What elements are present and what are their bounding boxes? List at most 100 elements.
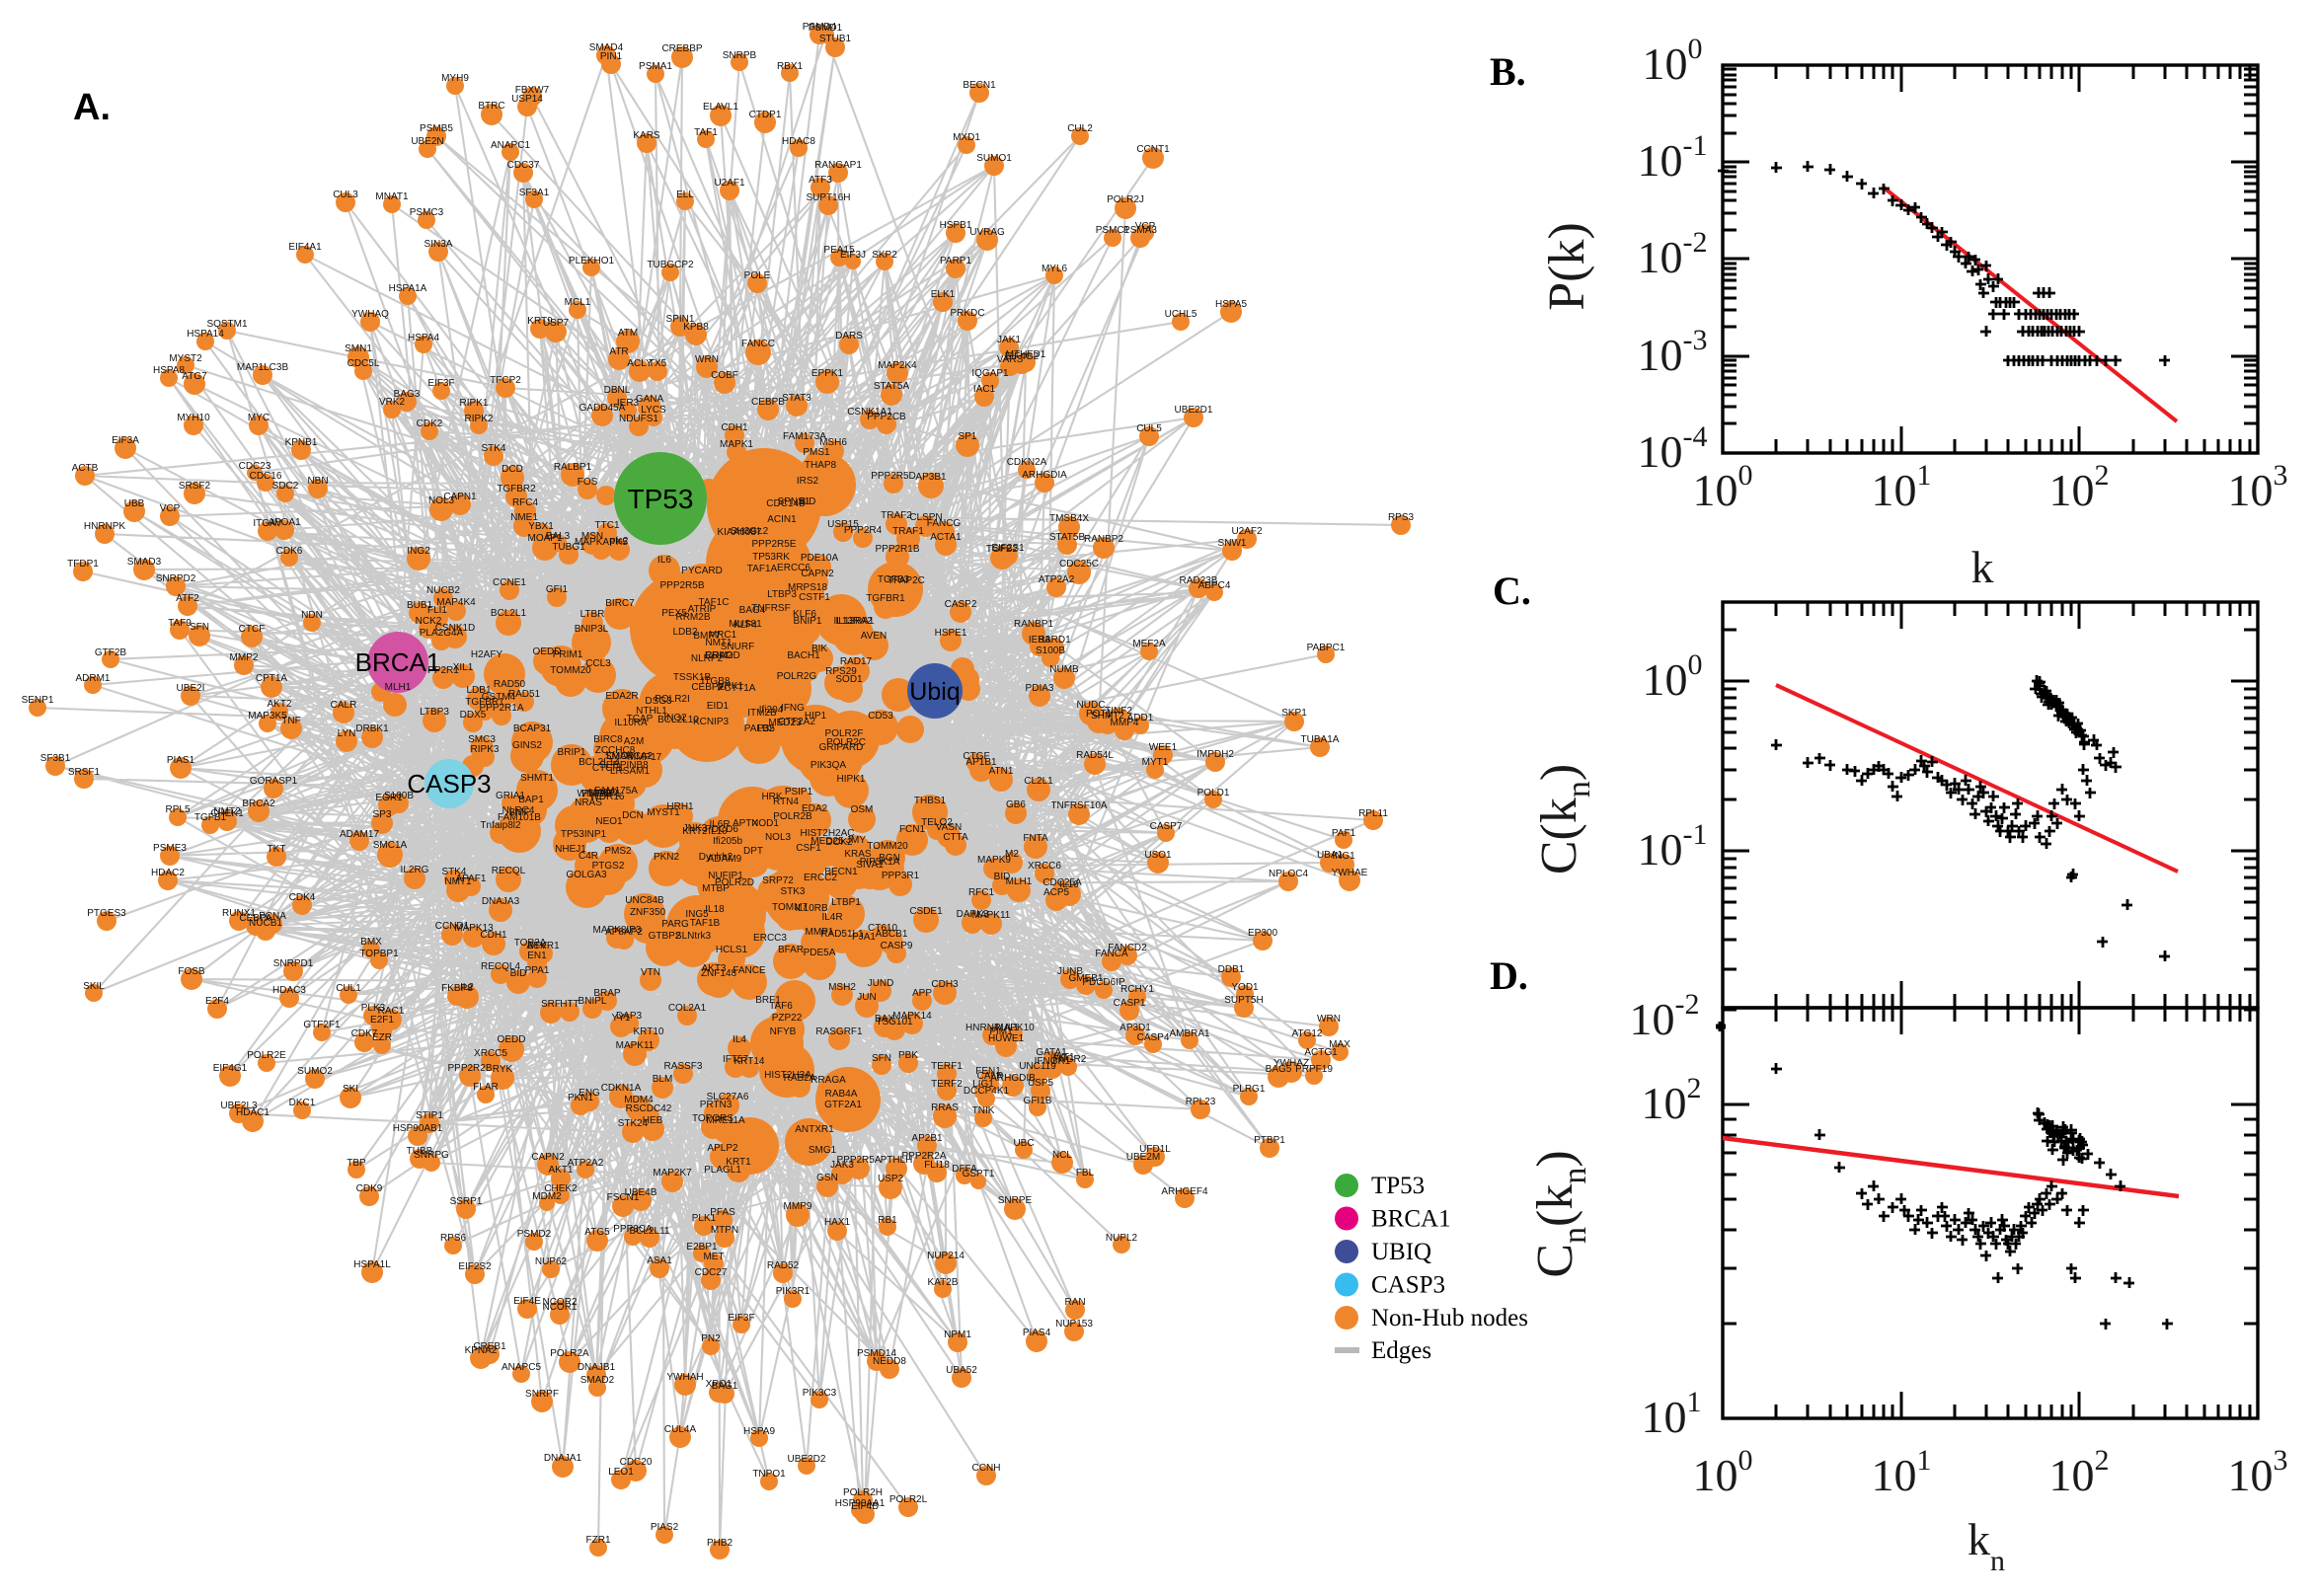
svg-text:SFN: SFN bbox=[872, 1053, 891, 1064]
svg-text:BAG1: BAG1 bbox=[712, 1381, 738, 1392]
svg-text:103: 103 bbox=[2228, 1444, 2288, 1500]
svg-text:PSIP1: PSIP1 bbox=[785, 787, 813, 798]
svg-text:JAK3: JAK3 bbox=[830, 1160, 854, 1171]
svg-text:BAX: BAX bbox=[875, 1014, 894, 1025]
svg-text:DFFA: DFFA bbox=[952, 1164, 977, 1175]
svg-text:SUMO1: SUMO1 bbox=[976, 153, 1012, 164]
svg-text:NUPL2: NUPL2 bbox=[1106, 1233, 1138, 1244]
svg-text:IL6R: IL6R bbox=[709, 819, 730, 830]
svg-text:UBE2M: UBE2M bbox=[1126, 1152, 1160, 1163]
svg-text:E2F1: E2F1 bbox=[370, 1015, 394, 1026]
svg-text:BIRC8: BIRC8 bbox=[593, 734, 623, 745]
svg-text:TX5: TX5 bbox=[649, 358, 667, 369]
svg-text:BCL2L11: BCL2L11 bbox=[630, 1226, 670, 1237]
svg-text:ERCC6: ERCC6 bbox=[777, 563, 811, 573]
svg-text:USO1: USO1 bbox=[1144, 850, 1172, 861]
svg-text:CASP2: CASP2 bbox=[945, 599, 977, 610]
svg-text:TP53: TP53 bbox=[1371, 1173, 1425, 1199]
svg-text:AMBRA1: AMBRA1 bbox=[1169, 1028, 1210, 1039]
svg-text:UNC84B: UNC84B bbox=[625, 895, 664, 906]
svg-text:TCAP: TCAP bbox=[627, 714, 654, 724]
svg-text:TGFB3: TGFB3 bbox=[878, 574, 910, 585]
svg-text:UFD1L: UFD1L bbox=[1139, 1144, 1171, 1155]
svg-text:BIRC7: BIRC7 bbox=[605, 598, 635, 609]
svg-text:S100B: S100B bbox=[1036, 646, 1065, 656]
svg-text:PTGES3: PTGES3 bbox=[87, 908, 126, 919]
svg-text:SF3B1: SF3B1 bbox=[40, 753, 71, 764]
svg-text:HSPA14: HSPA14 bbox=[187, 329, 224, 340]
svg-text:EIF3A: EIF3A bbox=[112, 435, 139, 446]
svg-text:RAD51L1: RAD51L1 bbox=[820, 929, 864, 940]
svg-text:RPS3: RPS3 bbox=[1388, 512, 1415, 523]
svg-text:MAX: MAX bbox=[1329, 1039, 1351, 1050]
svg-text:MLH1: MLH1 bbox=[1006, 876, 1033, 887]
svg-text:NUCB1: NUCB1 bbox=[249, 918, 282, 929]
svg-text:MADD: MADD bbox=[588, 788, 617, 798]
svg-text:MRE11A: MRE11A bbox=[706, 1115, 745, 1126]
svg-text:TINF2: TINF2 bbox=[1105, 706, 1132, 717]
svg-text:GSPT1: GSPT1 bbox=[963, 1169, 995, 1179]
svg-text:PLEKHO1: PLEKHO1 bbox=[569, 256, 615, 266]
svg-text:ELAVL1: ELAVL1 bbox=[703, 102, 738, 113]
svg-text:PDCD6IP: PDCD6IP bbox=[1082, 977, 1125, 988]
svg-text:PPP2R2B: PPP2R2B bbox=[447, 1063, 492, 1074]
svg-text:PTGS2: PTGS2 bbox=[592, 861, 625, 872]
svg-text:DDB1: DDB1 bbox=[1218, 964, 1245, 975]
svg-text:MXD1: MXD1 bbox=[953, 132, 980, 143]
svg-text:HSPB1: HSPB1 bbox=[940, 220, 972, 231]
svg-text:AP3D1: AP3D1 bbox=[1119, 1023, 1151, 1033]
svg-text:SENP1: SENP1 bbox=[22, 695, 54, 706]
svg-text:HDAC8: HDAC8 bbox=[782, 136, 815, 147]
svg-text:NCK2: NCK2 bbox=[416, 616, 442, 627]
svg-text:10-1: 10-1 bbox=[1638, 129, 1708, 186]
svg-text:TTC1: TTC1 bbox=[595, 520, 620, 531]
svg-text:RAD51: RAD51 bbox=[508, 689, 541, 700]
svg-text:CREB1: CREB1 bbox=[473, 1341, 506, 1352]
svg-text:SMC3: SMC3 bbox=[468, 734, 496, 745]
svg-text:ING2: ING2 bbox=[663, 713, 687, 723]
svg-text:TAF6: TAF6 bbox=[769, 1001, 793, 1012]
svg-text:PKN1: PKN1 bbox=[568, 1093, 594, 1103]
svg-text:IER3: IER3 bbox=[1029, 635, 1051, 646]
svg-text:PSMD4: PSMD4 bbox=[803, 22, 837, 33]
svg-text:GTF2A1: GTF2A1 bbox=[824, 1100, 862, 1110]
svg-text:LTBP3: LTBP3 bbox=[420, 707, 449, 718]
svg-text:CEBPA: CEBPA bbox=[239, 913, 271, 924]
svg-text:BNIPL: BNIPL bbox=[579, 996, 607, 1007]
svg-text:HIST2H3A: HIST2H3A bbox=[764, 1070, 811, 1081]
svg-text:MMP4: MMP4 bbox=[1111, 718, 1139, 728]
svg-text:SMARCA2: SMARCA2 bbox=[605, 751, 654, 762]
svg-text:KRT10: KRT10 bbox=[634, 1026, 664, 1037]
svg-text:RRM2B: RRM2B bbox=[675, 612, 710, 623]
svg-text:BLM: BLM bbox=[653, 1074, 673, 1085]
svg-text:BNIP1: BNIP1 bbox=[794, 616, 822, 627]
svg-text:BUB1: BUB1 bbox=[407, 600, 433, 611]
svg-text:FKBP8: FKBP8 bbox=[441, 983, 473, 994]
svg-text:C4R: C4R bbox=[579, 851, 598, 862]
svg-text:HSPA1L: HSPA1L bbox=[353, 1259, 391, 1270]
svg-text:AP8AP2: AP8AP2 bbox=[605, 927, 643, 938]
svg-text:CPT1A: CPT1A bbox=[256, 673, 288, 684]
svg-text:CUL5: CUL5 bbox=[1136, 423, 1162, 434]
svg-text:TFDP1: TFDP1 bbox=[67, 559, 99, 570]
svg-text:RFC4: RFC4 bbox=[512, 497, 539, 508]
svg-text:POLE: POLE bbox=[744, 270, 771, 281]
svg-text:RANGAP1: RANGAP1 bbox=[814, 160, 862, 171]
svg-text:MEF2A: MEF2A bbox=[1132, 639, 1166, 649]
svg-text:MLH1: MLH1 bbox=[385, 682, 412, 693]
svg-text:EDA2: EDA2 bbox=[802, 803, 828, 814]
svg-text:PHB2: PHB2 bbox=[707, 1538, 733, 1549]
svg-text:SHMT2: SHMT2 bbox=[1091, 711, 1124, 722]
svg-text:TMSB4X: TMSB4X bbox=[1049, 513, 1089, 524]
svg-text:SNW1: SNW1 bbox=[1218, 538, 1247, 549]
svg-text:UBE2D1: UBE2D1 bbox=[1175, 405, 1213, 416]
svg-text:RIPK1: RIPK1 bbox=[460, 398, 489, 409]
svg-text:PIN1: PIN1 bbox=[600, 51, 623, 62]
svg-text:Dynlrb2: Dynlrb2 bbox=[699, 852, 733, 863]
svg-text:OEDD: OEDD bbox=[498, 1034, 526, 1045]
svg-text:RANBP2: RANBP2 bbox=[1084, 534, 1123, 545]
svg-text:TGFB1: TGFB1 bbox=[194, 812, 227, 823]
svg-text:CDK4: CDK4 bbox=[289, 892, 316, 903]
svg-text:CUL1: CUL1 bbox=[336, 983, 361, 994]
svg-text:PPP2R2A: PPP2R2A bbox=[901, 1151, 946, 1162]
